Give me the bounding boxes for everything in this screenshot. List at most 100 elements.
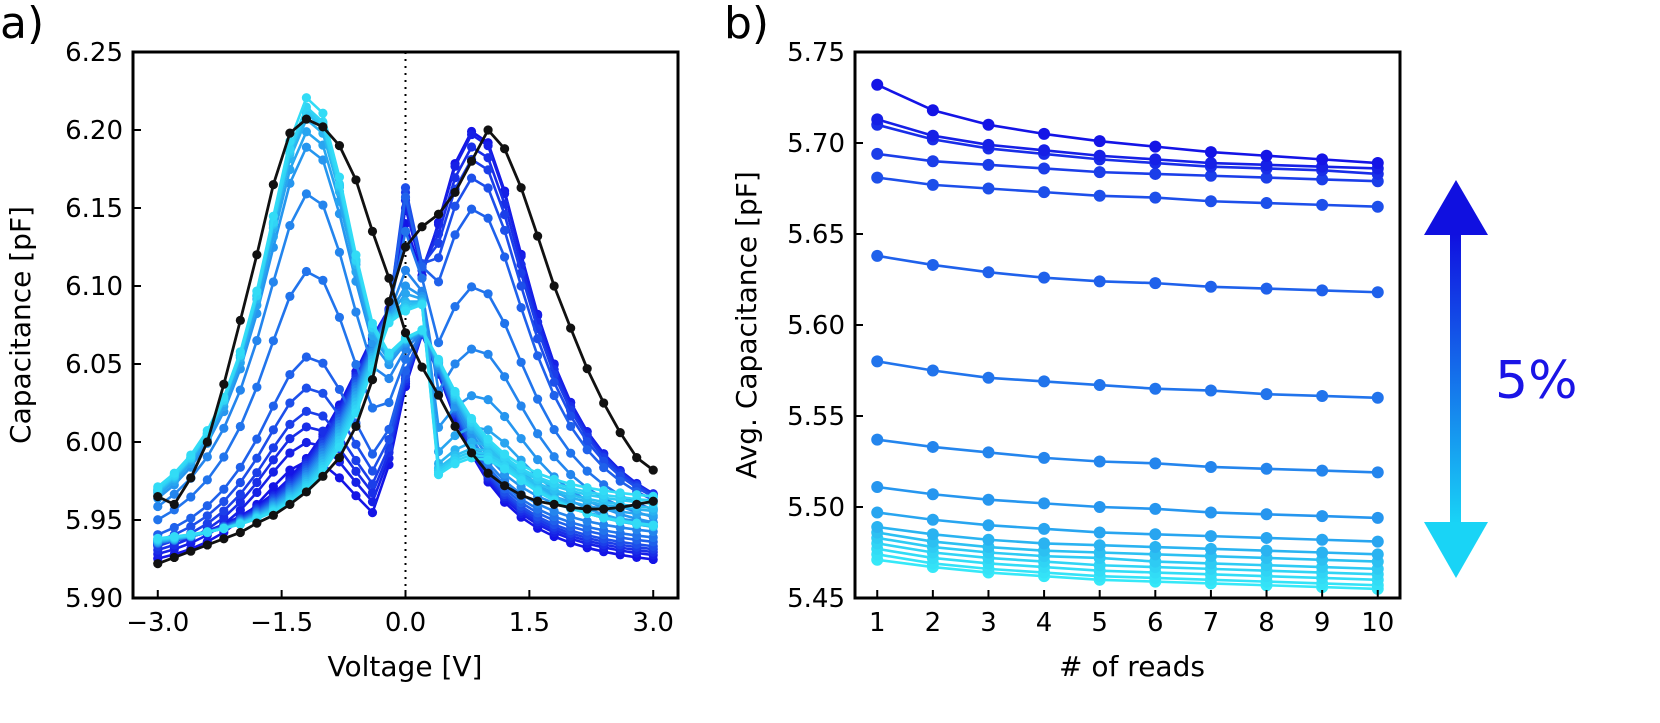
panel-b-series-10-point bbox=[1316, 546, 1329, 559]
panel-b-series-7-point bbox=[1093, 455, 1106, 468]
panel-b-series-0-point bbox=[1204, 146, 1217, 159]
panel-a-sweep-down-4-point bbox=[318, 388, 328, 398]
panel-a-sweep-down-7-point bbox=[301, 189, 312, 199]
panel-b-series-10-point bbox=[1260, 544, 1273, 557]
panel-b-x-tick-label: 4 bbox=[1036, 608, 1053, 638]
panel-b-series-7-point bbox=[1260, 462, 1273, 475]
panel-a-reference-forward-point bbox=[252, 250, 262, 260]
panel-a-sweep-down-14-point bbox=[466, 413, 477, 424]
panel-a-sweep-down-2-point bbox=[301, 422, 312, 432]
panel-b-series-7-point bbox=[871, 433, 884, 446]
panel-b-series-6-point bbox=[1038, 375, 1051, 388]
panel-a-sweep-up-14-point bbox=[219, 523, 229, 534]
panel-b-series-4-point bbox=[1149, 191, 1162, 204]
panel-a-sweep-up-14-point bbox=[384, 318, 394, 328]
panel-a-sweep-down-14-point bbox=[367, 318, 378, 329]
panel-a-sweep-down-3-point bbox=[252, 468, 262, 478]
panel-a-sweep-down-14-point bbox=[549, 474, 559, 484]
panel-b-series-5-point bbox=[871, 249, 884, 262]
panel-a-sweep-down-5-point bbox=[301, 352, 312, 362]
panel-a-sweep-down-9-point bbox=[301, 127, 312, 137]
panel-a-sweep-up-6-point bbox=[533, 394, 543, 404]
panel-a-sweep-down-14-point bbox=[268, 211, 278, 221]
panel-a-reference-reverse-point bbox=[516, 183, 526, 193]
panel-a-sweep-up-2-point bbox=[483, 153, 493, 163]
panel-a-sweep-up-2-point bbox=[466, 142, 477, 152]
panel-a-sweep-down-5-point bbox=[367, 449, 378, 459]
panel-a-sweep-up-14-point bbox=[648, 520, 658, 530]
panel-a-sweep-up-6-point bbox=[549, 424, 559, 435]
panel-b-series-5-point bbox=[926, 258, 939, 271]
panel-a-sweep-up-7-point bbox=[483, 349, 493, 359]
panel-a-sweep-down-6-point bbox=[153, 515, 163, 525]
panel-b-series-1-point bbox=[1093, 149, 1106, 162]
panel-a-reference-reverse-point bbox=[202, 540, 212, 550]
panel-b-y-tick-label: 5.50 bbox=[787, 493, 845, 523]
panel-a-sweep-up-5-point bbox=[615, 476, 625, 486]
panel-b-series-10-point bbox=[982, 533, 995, 546]
panel-a-reference-reverse-point bbox=[169, 552, 179, 563]
panel-a-y-tick-label: 6.25 bbox=[65, 38, 123, 68]
panel-b-series-7-line bbox=[877, 438, 1378, 474]
panel-b-series-16-line bbox=[877, 558, 1378, 591]
panel-a-y-tick-label: 5.95 bbox=[65, 506, 123, 536]
panel-a-sweep-up-14-point bbox=[202, 527, 212, 537]
panel-a-sweep-down-14-point bbox=[615, 488, 625, 498]
panel-a-reference-reverse-point bbox=[648, 465, 658, 475]
panel-a-sweep-down-0-point bbox=[334, 473, 345, 483]
panel-a-reference-reverse-point bbox=[400, 242, 411, 252]
panel-b-series-9-point bbox=[926, 513, 939, 526]
panel-a-sweep-down-14-point bbox=[516, 460, 526, 470]
panel-a-sweep-up-7-point bbox=[516, 401, 526, 411]
panel-a-sweep-up-6-point bbox=[433, 337, 444, 348]
panel-a-x-tick-label: −1.5 bbox=[250, 608, 313, 638]
panel-a-sweep-down-14-point bbox=[582, 483, 592, 493]
panel-a-sweep-up-3-point bbox=[483, 165, 493, 175]
panel-b-series-5-point bbox=[1260, 282, 1273, 295]
panel-a-sweep-down-4-point bbox=[285, 398, 295, 408]
panel-a-sweep-up-14-point bbox=[186, 529, 196, 540]
panel-a-sweep-down-3-point bbox=[301, 406, 312, 416]
panel-a-y-tick-label: 6.15 bbox=[65, 194, 123, 224]
panel-a-sweep-down-2-point bbox=[235, 497, 245, 507]
panel-a-sweep-down-14-point bbox=[533, 468, 543, 478]
panel-b-y-tick-label: 5.55 bbox=[787, 402, 845, 432]
panel-a-sweep-up-4-point bbox=[466, 173, 477, 183]
panel-a-sweep-down-2-point bbox=[268, 455, 278, 465]
panel-a-y-tick-label: 6.10 bbox=[65, 272, 123, 302]
panel-a-reference-forward-point bbox=[186, 473, 196, 483]
panel-a-sweep-down-14-point bbox=[334, 172, 345, 182]
panel-b-series-1-point bbox=[926, 129, 939, 142]
panel-b-series-5-point bbox=[1093, 275, 1106, 288]
panel-a-sweep-up-6-point bbox=[499, 318, 510, 329]
panel-a-reference-reverse-point bbox=[384, 297, 394, 307]
panel-a-sweep-up-5-point bbox=[499, 252, 510, 262]
panel-a-sweep-up-6-point bbox=[582, 466, 592, 476]
panel-b-series-9-point bbox=[1149, 528, 1162, 541]
panel-a-sweep-up-14-point bbox=[400, 306, 411, 316]
panel-b-series-9-point bbox=[1093, 526, 1106, 539]
panel-b-series-3-point bbox=[982, 158, 995, 171]
panel-a-sweep-down-1-point bbox=[285, 448, 295, 458]
panel-b-series-6-point bbox=[1316, 389, 1329, 402]
panel-a-sweep-up-4-point bbox=[499, 225, 510, 236]
panel-a-sweep-up-6-point bbox=[417, 273, 427, 283]
panel-a-sweep-up-4-point bbox=[549, 377, 559, 387]
panel-b-series-1-point bbox=[1149, 153, 1162, 166]
panel-b-y-tick-label: 5.75 bbox=[787, 38, 845, 68]
panel-b-series-1-line bbox=[876, 118, 1378, 170]
panel-a-sweep-up-5-point bbox=[582, 445, 592, 455]
panel-a-reference-reverse-point bbox=[186, 546, 196, 556]
panel-b-series-8-point bbox=[1316, 510, 1329, 523]
panel-a-sweep-up-5-point bbox=[450, 230, 460, 240]
panel-a-sweep-down-6-point bbox=[219, 452, 229, 462]
panel-a-x-tick-label: 0.0 bbox=[385, 608, 426, 638]
panel-a-reference-forward-point bbox=[318, 122, 328, 132]
panel-a-sweep-down-14-point bbox=[417, 325, 427, 335]
panel-b-series-10-point bbox=[1093, 539, 1106, 552]
panel-b-series-6-point bbox=[1149, 382, 1162, 395]
panel-a-sweep-down-14-point bbox=[566, 479, 576, 489]
panel-a-sweep-down-3-point bbox=[202, 519, 212, 529]
panel-b-series-3-point bbox=[1149, 167, 1162, 180]
panel-a-sweep-down-7-point bbox=[582, 516, 592, 526]
